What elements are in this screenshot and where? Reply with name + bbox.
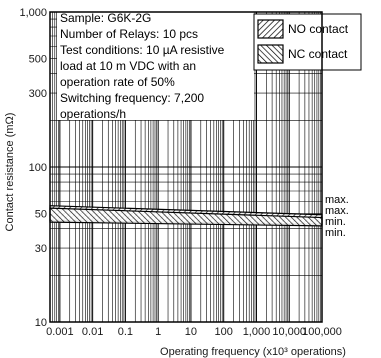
y-axis-label: Contact resistance (mΩ): [4, 113, 16, 232]
x-tick-label: 100: [215, 326, 233, 338]
end-label-bg: [323, 226, 347, 238]
x-tick-label: 10: [185, 326, 197, 338]
end-label: max.: [325, 194, 349, 206]
y-tick-label: 300: [29, 88, 47, 100]
note-line: operation rate of 50%: [60, 75, 175, 89]
note-line: Test conditions: 10 µA resistive: [60, 43, 225, 57]
note-box: [57, 9, 254, 120]
y-tick-label: 500: [29, 54, 47, 66]
y-tick-label: 100: [29, 162, 47, 174]
note-line: Number of Relays: 10 pcs: [60, 27, 198, 41]
y-tick-label: 10: [35, 317, 47, 329]
end-label-bg: [323, 204, 347, 216]
x-tick-label: 0.1: [118, 326, 133, 338]
note-line: Switching frequency: 7,200: [60, 91, 204, 105]
legend-label-nc: NC contact: [288, 47, 348, 61]
x-axis-label: Operating frequency (x10³ operations): [160, 346, 346, 358]
end-label: min.: [325, 216, 346, 228]
end-label-bg: [323, 215, 347, 227]
x-tick-label: 0.01: [82, 326, 103, 338]
note-line: operations/h: [60, 107, 126, 121]
axes: [49, 11, 323, 323]
note-line: load at 10 m VDC with an: [60, 59, 196, 73]
legend-swatch-nc: [257, 44, 284, 64]
y-tick-label: 50: [35, 209, 47, 221]
x-tick-label: 1,000: [243, 326, 271, 338]
y-tick-label: 30: [35, 243, 47, 255]
end-label-bg: [323, 193, 347, 205]
tick-labels: max.max.min.min.1030501003005001,0000.00…: [19, 7, 348, 338]
x-tick-label: 0.001: [46, 326, 74, 338]
x-tick-label: 10,000: [272, 326, 306, 338]
end-label: min.: [325, 227, 346, 239]
note-line: Sample: G6K-2G: [60, 11, 151, 25]
x-tick-label: 100,000: [302, 326, 342, 338]
y-tick-label: 1,000: [19, 7, 47, 19]
legend-swatch-no: [257, 19, 284, 39]
x-tick-label: 1: [155, 326, 161, 338]
plot-frame: [49, 11, 323, 323]
end-label: max.: [325, 205, 349, 217]
legend-label-no: NO contact: [288, 22, 349, 36]
